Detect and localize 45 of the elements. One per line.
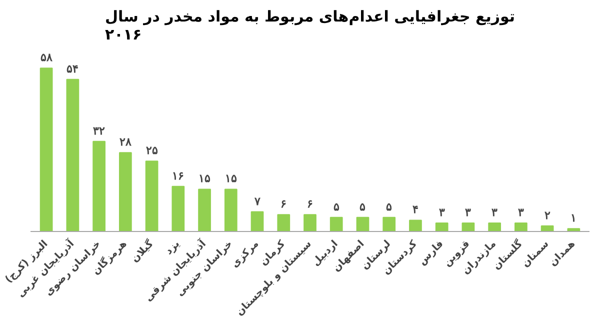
- bar: [172, 186, 185, 232]
- data-label: ۵۴: [66, 63, 79, 76]
- bar: [277, 214, 290, 232]
- bar: [145, 160, 158, 232]
- data-label: ۵: [386, 201, 392, 214]
- data-label: ۳۲: [93, 125, 106, 138]
- data-label: ۵: [333, 201, 340, 214]
- bar: [462, 222, 475, 232]
- bar: [92, 140, 106, 232]
- bar: [40, 68, 53, 232]
- data-label: ۶: [307, 198, 313, 211]
- chart-title: توزیع جغرافیایی اعدام‌های مربوط به مواد مخدر در سال ۲۰۱۶: [104, 8, 516, 44]
- bar: [567, 228, 580, 232]
- bar: [488, 222, 502, 232]
- bar: [382, 216, 396, 232]
- bar: [118, 152, 132, 232]
- bar: [330, 216, 343, 232]
- bar: [224, 188, 238, 232]
- bar: [356, 216, 370, 232]
- data-label: ۳: [492, 207, 498, 220]
- data-label: ۳: [465, 207, 472, 220]
- data-label: ۷: [253, 196, 260, 208]
- data-label: ۵۸: [40, 52, 52, 64]
- x-tick-label: مرکزی: [230, 238, 262, 270]
- bar: [409, 220, 422, 232]
- data-label: ۱۵: [198, 173, 211, 186]
- x-tick-label: فارس: [416, 238, 446, 268]
- x-tick-label: گیلان: [128, 237, 156, 265]
- bar: [514, 222, 528, 232]
- bar: [435, 222, 448, 232]
- bar: [304, 214, 316, 232]
- data-label: ۱۵: [224, 173, 237, 186]
- data-label: ۶: [280, 198, 287, 211]
- bar: [250, 211, 264, 232]
- bar: [198, 188, 211, 232]
- data-label: ۵: [360, 201, 366, 214]
- data-label: ۲۸: [119, 136, 132, 149]
- data-label: ۲۵: [146, 145, 158, 158]
- data-label: ۱۶: [172, 170, 184, 182]
- data-label: ۳: [438, 207, 445, 220]
- data-label: ۴: [412, 204, 418, 216]
- data-label: ۳: [518, 207, 524, 220]
- bar: [66, 78, 80, 232]
- data-label: ۱: [570, 212, 577, 225]
- data-label: ۲: [544, 210, 550, 222]
